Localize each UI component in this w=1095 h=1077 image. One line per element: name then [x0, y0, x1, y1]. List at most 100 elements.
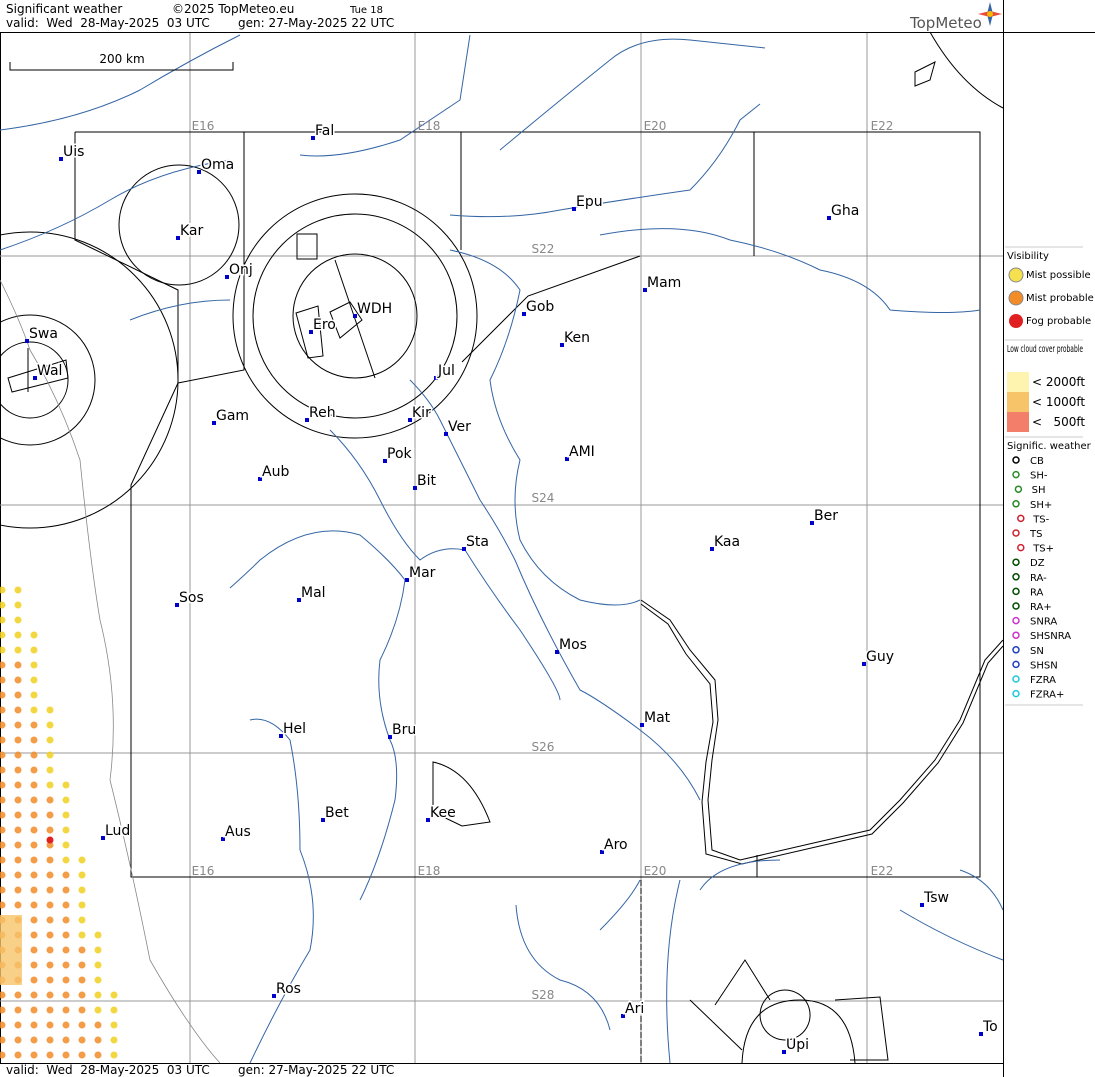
- place-marker: [555, 650, 559, 654]
- ctr-circle: [0, 231, 179, 529]
- mist-dot: [62, 991, 70, 999]
- place-marker: [560, 343, 564, 347]
- mist-dot: [30, 901, 38, 909]
- mist-dot: [0, 856, 6, 864]
- scale-bar: [9, 62, 234, 71]
- mist-dot: [0, 796, 6, 804]
- mist-dot: [46, 751, 54, 759]
- place-label: Ros: [276, 981, 301, 997]
- weather-symbol: [1012, 587, 1020, 596]
- place-marker: [426, 818, 430, 822]
- place-label: Mar: [409, 565, 436, 581]
- weather-item: RA: [1030, 587, 1044, 598]
- place-marker: [621, 1014, 625, 1018]
- mist-dot: [30, 886, 38, 894]
- place-label: Lud: [105, 823, 130, 839]
- mist-dot: [14, 796, 22, 804]
- weather-item: SHSN: [1030, 660, 1058, 671]
- place-label: Sta: [466, 534, 489, 550]
- latitude-label: S22: [532, 242, 555, 256]
- place-label: Wal: [37, 363, 62, 379]
- place-marker: [212, 421, 216, 425]
- mist-dot: [78, 1006, 86, 1014]
- mist-dot: [62, 856, 70, 864]
- mist-dot: [46, 811, 54, 819]
- mist-dot: [30, 646, 38, 654]
- weather-item: SH: [1032, 485, 1046, 496]
- legend-title: Visibility: [1007, 251, 1049, 262]
- place-label: Ken: [564, 330, 590, 346]
- mist-dot: [46, 766, 54, 774]
- mist-dot: [46, 1051, 54, 1059]
- mist-dot: [46, 781, 54, 789]
- place-marker: [25, 339, 29, 343]
- weather-symbol: [1017, 514, 1025, 523]
- place-label: Aub: [262, 464, 289, 480]
- mist-dot: [0, 616, 6, 624]
- place-marker: [279, 734, 283, 738]
- zone: [296, 233, 318, 260]
- mist-dot: [30, 706, 38, 714]
- place-label: Bru: [392, 722, 416, 738]
- mist-dot: [0, 1036, 6, 1044]
- mist-dot: [0, 781, 6, 789]
- mist-dot: [110, 991, 118, 999]
- mist-dot: [46, 1021, 54, 1029]
- mist-dot: [30, 991, 38, 999]
- mist-dot: [14, 661, 22, 669]
- mist-dot: [0, 766, 6, 774]
- mist-dot: [0, 601, 6, 609]
- mist-dot: [14, 1036, 22, 1044]
- place-marker: [434, 376, 438, 380]
- weather-symbol: [1012, 602, 1020, 610]
- mist-dot: [14, 691, 22, 699]
- weather-item: DZ: [1030, 558, 1045, 569]
- place-marker: [710, 547, 714, 551]
- place-label: Mat: [644, 710, 671, 726]
- mist-dot: [46, 886, 54, 894]
- place-marker: [101, 836, 105, 840]
- mist-dot: [62, 946, 70, 954]
- mist-dot: [30, 841, 38, 849]
- mist-dot: [46, 931, 54, 939]
- mist-dot: [110, 1036, 118, 1044]
- mist-dot: [62, 1021, 70, 1029]
- mist-dot: [78, 961, 86, 969]
- mist-dot: [110, 1051, 118, 1059]
- mist-dot: [46, 721, 54, 729]
- place-label: Swa: [29, 326, 58, 342]
- place-marker: [258, 477, 262, 481]
- weather-item: FZRA: [1030, 675, 1056, 686]
- mist-dot: [30, 631, 38, 639]
- mist-dot: [14, 676, 22, 684]
- mist-dot: [30, 796, 38, 804]
- coastline: [0, 279, 221, 1064]
- place-label: Mos: [559, 637, 587, 653]
- ctr-circle: [0, 314, 96, 446]
- low-cloud-item: < 2000ft: [1032, 375, 1085, 389]
- mist-dot: [46, 991, 54, 999]
- title: Significant weather: [6, 2, 122, 16]
- weather-item: FZRA+: [1030, 690, 1064, 701]
- place-marker: [59, 157, 63, 161]
- weather-item: SH-: [1030, 471, 1048, 482]
- weather-item: SHSNRA: [1030, 631, 1071, 642]
- river-border: [640, 599, 1004, 861]
- mist-dot: [62, 826, 70, 834]
- mist-dot: [30, 946, 38, 954]
- weather-item: CB: [1030, 456, 1044, 467]
- zone: [914, 31, 1004, 109]
- place-label: Tsw: [923, 890, 949, 906]
- longitude-label: E22: [871, 119, 894, 133]
- mist-dot: [14, 751, 22, 759]
- place-label: Hel: [283, 721, 306, 737]
- mist-dot: [14, 601, 22, 609]
- mist-dot: [110, 1006, 118, 1014]
- weather-item: SNRA: [1030, 617, 1057, 628]
- low-cloud-swatch: [1007, 372, 1029, 392]
- place-marker: [388, 735, 392, 739]
- place-marker: [197, 170, 201, 174]
- place-marker: [321, 818, 325, 822]
- low-cloud-item: < 1000ft: [1032, 395, 1085, 409]
- place-label: Upi: [786, 1037, 809, 1053]
